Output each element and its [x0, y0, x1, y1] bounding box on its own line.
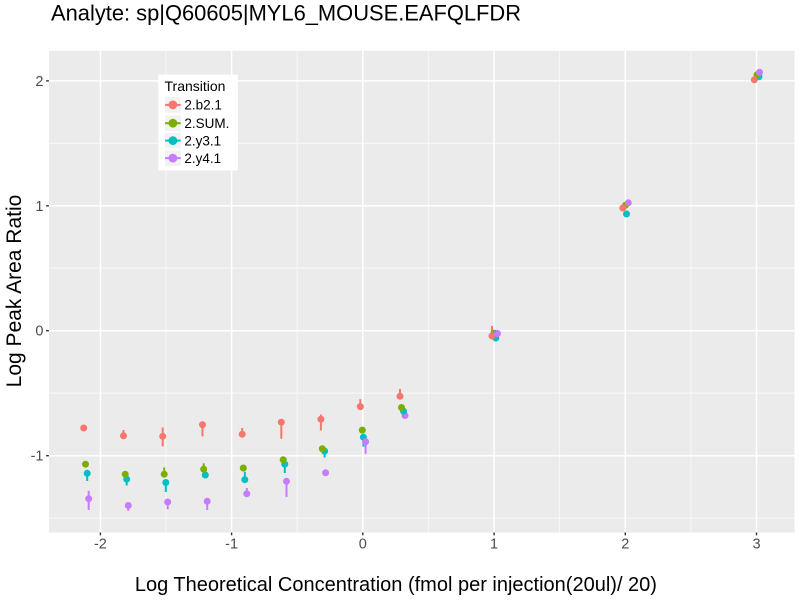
svg-text:2.y3.1: 2.y3.1 — [184, 133, 221, 148]
svg-text:-2: -2 — [94, 536, 107, 552]
svg-text:Log Theoretical Concentration: Log Theoretical Concentration (fmol per … — [135, 574, 657, 596]
svg-text:1: 1 — [35, 199, 43, 215]
svg-text:2: 2 — [621, 536, 629, 552]
svg-text:0: 0 — [35, 324, 43, 340]
svg-text:2.SUM.: 2.SUM. — [184, 116, 229, 131]
svg-text:2.b2.1: 2.b2.1 — [184, 98, 222, 113]
svg-text:0: 0 — [359, 536, 367, 552]
svg-text:Transition: Transition — [165, 78, 226, 94]
svg-text:Analyte: sp|Q60605|MYL6_MOUSE.: Analyte: sp|Q60605|MYL6_MOUSE.EAFQLFDR — [51, 1, 521, 26]
svg-text:3: 3 — [752, 536, 760, 552]
svg-text:2: 2 — [35, 74, 43, 90]
svg-text:Log Peak Area Ratio: Log Peak Area Ratio — [3, 195, 26, 388]
svg-text:1: 1 — [490, 536, 498, 552]
svg-text:-1: -1 — [225, 536, 238, 552]
svg-text:-1: -1 — [31, 449, 44, 465]
svg-text:2.y4.1: 2.y4.1 — [184, 151, 221, 166]
